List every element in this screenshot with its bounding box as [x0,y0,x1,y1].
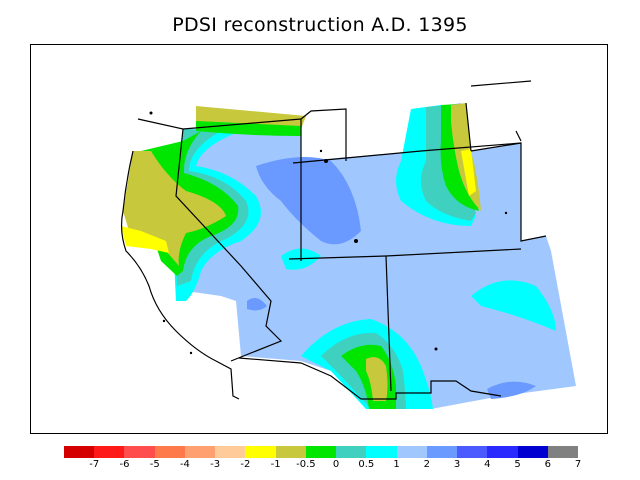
legend-label: -6 [119,459,130,470]
legend-swatch-8 [305,446,337,458]
legend-swatch-0 [64,446,95,458]
legend-label: 1 [393,459,400,470]
pdsi-region-wetter-4 [247,297,267,311]
pdsi-region-green-north [196,121,301,136]
legend-label: 4 [484,459,491,470]
legend-label: 0 [332,459,340,470]
legend-label: -0.5 [296,459,316,470]
legend-swatch-2 [124,446,155,458]
legend-label: -1 [270,459,281,470]
legend-swatch-14 [487,446,518,458]
boundaries [120,80,547,400]
legend-label: 0.5 [358,459,375,470]
legend-label: 3 [453,459,461,470]
legend-swatch-10 [366,446,397,458]
pdsi-region-dry-south [366,357,388,401]
legend-swatch-12 [426,446,458,458]
legend-swatch-1 [94,446,125,458]
legend-swatch-13 [457,446,488,458]
legend-swatch-7 [275,446,306,458]
legend-label: -4 [179,459,190,470]
legend-label: 5 [514,459,521,470]
legend-swatch-11 [396,446,427,458]
legend-swatch-9 [336,446,367,458]
legend-label: 7 [574,459,582,470]
pdsi-region-dry-strong-east [461,149,476,196]
pdsi-region-cyan-newmexico [471,280,556,331]
color-legend-labels: -7 -6 -5 -4 -3 -2 -1 -0.5 0 0.5 1 2 3 4 5 6 7 [64,459,582,473]
map-title: PDSI reconstruction A.D. 1395 [172,14,468,36]
legend-swatch-6 [245,446,276,458]
legend-label: -3 [210,459,221,470]
pdsi-region-dry-strong-west [121,226,169,253]
legend-swatch-4 [184,446,216,458]
legend-label: 2 [423,459,430,470]
legend-label: -7 [89,459,100,470]
legend-swatch-15 [517,446,548,458]
legend-label: -2 [240,459,251,470]
color-legend [64,446,578,458]
legend-swatch-16 [547,446,578,458]
lakes [149,111,508,355]
legend-label: -5 [149,459,160,470]
pdsi-region-wetter-3 [487,381,536,399]
pdsi-region-wetter [256,157,361,245]
pdsi-map [120,80,576,409]
legend-swatch-5 [215,446,246,458]
legend-label: 6 [544,459,551,470]
legend-swatch-3 [154,446,185,458]
map-frame [30,44,608,434]
